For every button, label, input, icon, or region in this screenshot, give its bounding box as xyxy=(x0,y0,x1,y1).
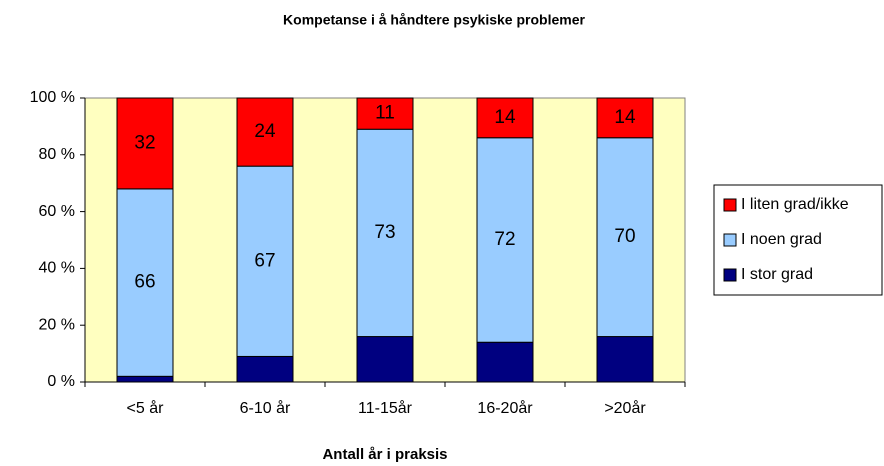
bar-segment xyxy=(476,341,534,383)
y-tick-label: 20 % xyxy=(39,316,75,333)
data-label: 72 xyxy=(494,229,515,250)
x-tick-label: 11-15år xyxy=(358,399,413,417)
bar-segment xyxy=(596,97,654,139)
bar-segment xyxy=(356,336,414,383)
bar-segment xyxy=(356,97,414,130)
bar-segment xyxy=(236,355,294,383)
bar-segment xyxy=(116,188,174,377)
data-label: 66 xyxy=(134,272,155,293)
legend-box xyxy=(713,184,883,296)
bar-segment xyxy=(116,375,174,383)
data-label: 32 xyxy=(134,132,155,153)
data-label: 11 xyxy=(375,103,395,124)
bar-segment xyxy=(116,97,174,190)
bar-segment xyxy=(476,137,534,343)
y-tick-label: 100 % xyxy=(30,89,75,106)
x-tick-label: <5 år xyxy=(127,399,165,417)
data-label: 70 xyxy=(614,226,635,247)
y-tick-label: 60 % xyxy=(39,203,75,220)
chart-title: Kompetanse i å håndtere psykiske problem… xyxy=(283,12,585,28)
legend-swatch xyxy=(723,268,737,282)
legend-swatch xyxy=(723,198,737,212)
bar-segment xyxy=(236,165,294,357)
y-tick-label: 80 % xyxy=(39,146,75,163)
data-label: 67 xyxy=(254,250,275,271)
data-label: 14 xyxy=(494,107,516,128)
x-tick-label: >20år xyxy=(604,399,646,417)
x-axis-label: Antall år i praksis xyxy=(322,446,447,463)
y-tick-label: 0 % xyxy=(47,373,75,390)
bar-segment xyxy=(596,336,654,383)
data-label: 24 xyxy=(254,121,276,142)
data-label: 14 xyxy=(614,107,636,128)
legend-label: I stor grad xyxy=(741,266,813,283)
bar-segment xyxy=(596,137,654,338)
legend-label: I noen grad xyxy=(741,231,822,248)
legend-swatch xyxy=(723,233,737,247)
y-tick-label: 40 % xyxy=(39,260,75,277)
data-label: 73 xyxy=(374,222,395,243)
legend-label: I liten grad/ikke xyxy=(741,196,849,213)
x-tick-label: 6-10 år xyxy=(240,399,291,417)
bar-segment xyxy=(236,97,294,167)
x-tick-label: 16-20år xyxy=(477,399,533,417)
bar-segment xyxy=(476,97,534,139)
